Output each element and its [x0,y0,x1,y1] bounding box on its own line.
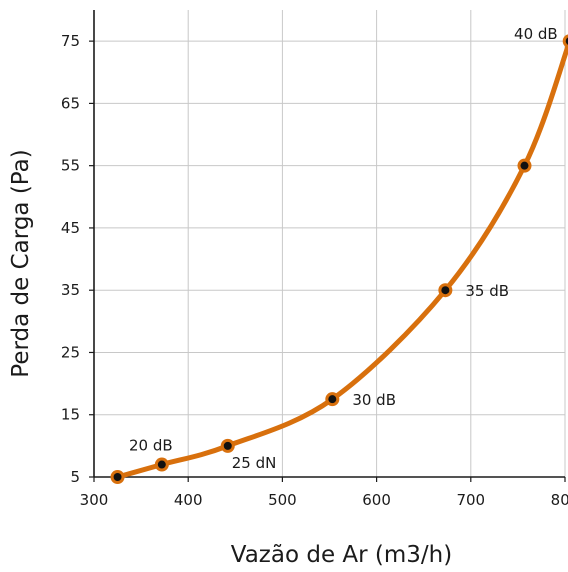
data-point [517,158,532,173]
x-tick-label: 300 [80,491,109,509]
point-label: 40 dB [514,25,558,43]
y-tick-label: 35 [61,281,80,299]
data-point-core [223,441,232,450]
y-tick-label: 5 [70,468,80,486]
series-line [115,39,568,480]
y-tick-label: 15 [61,406,80,424]
data-point-core [565,37,568,45]
data-point-core [328,395,337,404]
point-label: 25 dN [232,454,277,472]
data-point-core [157,460,166,469]
x-tick-label: 500 [268,491,297,509]
data-point [154,457,169,472]
data-point [562,34,568,48]
y-tick-label: 65 [61,94,80,112]
x-axis-title: Vazão de Ar (m3/h) [231,542,452,568]
x-tick-label: 400 [174,491,203,509]
data-point [325,392,340,407]
chart-axes [93,10,565,478]
x-tick-label: 700 [456,491,485,509]
data-series [110,34,568,484]
data-point [220,438,235,453]
data-point [110,470,125,484]
data-point-core [441,286,450,295]
grid-lines [94,10,566,477]
point-label: 20 dB [129,437,173,455]
tick-labels: 300 400 500 600 700 800 5 15 25 35 45 55 65 75 [61,32,568,509]
data-point-core [113,473,122,481]
y-tick-label: 75 [61,32,80,50]
y-tick-label: 45 [61,219,80,237]
point-label: 30 dB [352,391,396,409]
data-point [438,283,453,298]
data-point-core [520,161,529,170]
x-tick-label: 800 [551,491,568,509]
y-axis-title: Perda de Carga (Pa) [8,149,34,377]
point-label: 35 dB [465,282,509,300]
x-tick-label: 600 [362,491,391,509]
data-point-ring [562,34,568,48]
y-tick-label: 55 [61,157,80,175]
point-labels: 20 dB 25 dN 30 dB 35 dB 40 dB [129,25,558,472]
y-tick-label: 25 [61,343,80,361]
